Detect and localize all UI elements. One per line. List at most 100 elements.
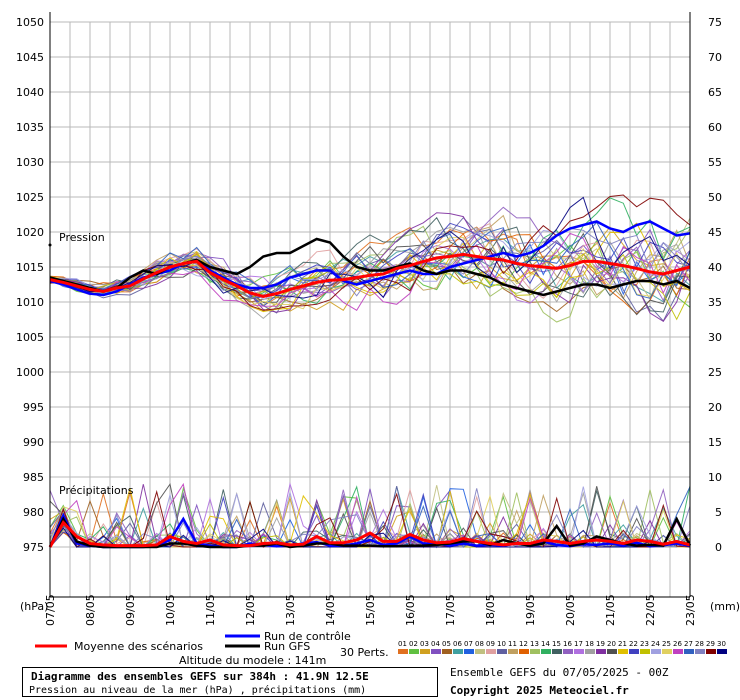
right-tick-label: 55 — [708, 156, 722, 169]
legend-label-mean: Moyenne des scénarios — [74, 640, 203, 653]
pert-pressure-line-23 — [49, 253, 691, 321]
date-label: 13/05 — [284, 594, 297, 626]
pert-key-label-17: 17 — [574, 640, 583, 648]
series-pressure-moyenne-des-sc-narios — [49, 252, 691, 298]
precip-annotation: Précipitations — [59, 484, 134, 497]
date-label: 22/05 — [644, 594, 657, 626]
pert-key-swatch-13 — [530, 649, 540, 654]
right-tick-label: 40 — [708, 261, 722, 274]
right-tick-label: 45 — [708, 226, 722, 239]
date-label: 20/05 — [564, 594, 577, 626]
perturbation-key: 01 02 03 04 05 06 07 08 09 10 11 12 13 14 15 16 17 18 19 20… — [398, 640, 727, 654]
pert-key-swatch-01 — [398, 649, 408, 654]
left-tick-label: 990 — [23, 436, 44, 449]
pert-key-swatch-24 — [651, 649, 661, 654]
pert-key-swatch-21 — [618, 649, 628, 654]
series-precip-moyenne-des-sc-narios — [48, 519, 691, 548]
pert-key-label-06: 06 — [453, 640, 462, 648]
left-tick-label: 1050 — [16, 16, 44, 29]
pert-key-label-15: 15 — [552, 640, 561, 648]
pert-key-swatch-18 — [585, 649, 595, 654]
left-tick-label: 985 — [23, 471, 44, 484]
date-label: 14/05 — [324, 594, 337, 626]
pert-key-label-10: 10 — [497, 640, 506, 648]
pert-key-label-05: 05 — [442, 640, 451, 648]
pert-key-swatch-23 — [640, 649, 650, 654]
date-label: 11/05 — [204, 594, 217, 626]
pert-key-label-09: 09 — [486, 640, 495, 648]
pert-key-label-28: 28 — [695, 640, 704, 648]
pert-key-swatch-28 — [695, 649, 705, 654]
pert-pressure-line-13 — [49, 225, 691, 323]
pert-key-swatch-04 — [431, 649, 441, 654]
date-label: 21/05 — [604, 594, 617, 626]
date-label: 15/05 — [364, 594, 377, 626]
pert-key-swatch-17 — [574, 649, 584, 654]
right-tick-label: 75 — [708, 16, 722, 29]
pert-key-label-19: 19 — [596, 640, 605, 648]
left-tick-label: 1040 — [16, 86, 44, 99]
pert-pressure-line-8 — [49, 217, 691, 306]
left-tick-label: 1030 — [16, 156, 44, 169]
pert-key-label-23: 23 — [640, 640, 649, 648]
pressure-marker — [48, 243, 52, 247]
pert-key-swatch-12 — [519, 649, 529, 654]
pert-key-swatch-03 — [420, 649, 430, 654]
pert-pressure-line-30 — [49, 196, 691, 299]
right-tick-label: 30 — [708, 331, 722, 344]
pressure-annotation: Pression — [59, 231, 105, 244]
left-tick-label: 975 — [23, 541, 44, 554]
copyright: Copyright 2025 Meteociel.fr — [450, 684, 629, 697]
pert-key-swatch-07 — [464, 649, 474, 654]
pert-key-label-25: 25 — [662, 640, 671, 648]
right-unit-label: (mm) — [710, 600, 740, 613]
date-label: 18/05 — [484, 594, 497, 626]
pert-key-swatch-06 — [453, 649, 463, 654]
date-label: 19/05 — [524, 594, 537, 626]
pert-key-swatch-20 — [607, 649, 617, 654]
pert-key-swatch-11 — [508, 649, 518, 654]
pert-key-swatch-25 — [662, 649, 672, 654]
pert-key-swatch-10 — [497, 649, 507, 654]
pert-key-label-02: 02 — [409, 640, 418, 648]
left-tick-label: 1020 — [16, 226, 44, 239]
legend-label-control: Run de contrôle — [264, 630, 351, 643]
chart-grid — [49, 21, 691, 597]
pert-key-swatch-22 — [629, 649, 639, 654]
date-label: 16/05 — [404, 594, 417, 626]
left-tick-label: 1005 — [16, 331, 44, 344]
pert-key-swatch-26 — [673, 649, 683, 654]
chart-axes — [49, 12, 691, 598]
right-tick-label: 20 — [708, 401, 722, 414]
left-tick-label: 980 — [23, 506, 44, 519]
series-precip-run-gfs — [48, 516, 692, 549]
pert-key-label-03: 03 — [420, 640, 429, 648]
pert-key-swatch-05 — [442, 649, 452, 654]
right-tick-label: 5 — [715, 506, 722, 519]
main-series-lines — [48, 220, 692, 549]
pert-key-label-04: 04 — [431, 640, 440, 648]
legend-perts-label: 30 Perts. — [340, 646, 389, 659]
pert-key-label-21: 21 — [618, 640, 627, 648]
right-tick-label: 50 — [708, 191, 722, 204]
pert-key-label-22: 22 — [629, 640, 638, 648]
legend-swatches — [35, 634, 260, 648]
date-label: 12/05 — [244, 594, 257, 626]
pert-key-label-20: 20 — [607, 640, 616, 648]
pert-key-label-01: 01 — [398, 640, 407, 648]
right-tick-label: 10 — [708, 471, 722, 484]
pert-key-label-08: 08 — [475, 640, 484, 648]
pert-key-label-29: 29 — [706, 640, 715, 648]
left-tick-label: 1010 — [16, 296, 44, 309]
pert-key-label-16: 16 — [563, 640, 572, 648]
info-title: Diagramme des ensembles GEFS sur 384h : … — [31, 670, 369, 683]
date-label: 08/05 — [84, 594, 97, 626]
pert-precip-line-28 — [49, 488, 691, 548]
right-tick-label: 25 — [708, 366, 722, 379]
pert-key-label-07: 07 — [464, 640, 473, 648]
pert-key-swatch-30 — [717, 649, 727, 654]
pert-key-label-13: 13 — [530, 640, 539, 648]
pert-pressure-line-22 — [49, 222, 691, 298]
date-label: 10/05 — [164, 594, 177, 626]
pert-key-label-12: 12 — [519, 640, 528, 648]
